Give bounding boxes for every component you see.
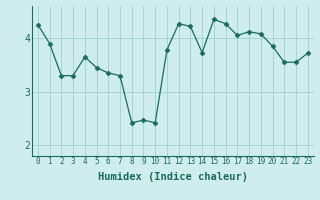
X-axis label: Humidex (Indice chaleur): Humidex (Indice chaleur) bbox=[98, 172, 248, 182]
